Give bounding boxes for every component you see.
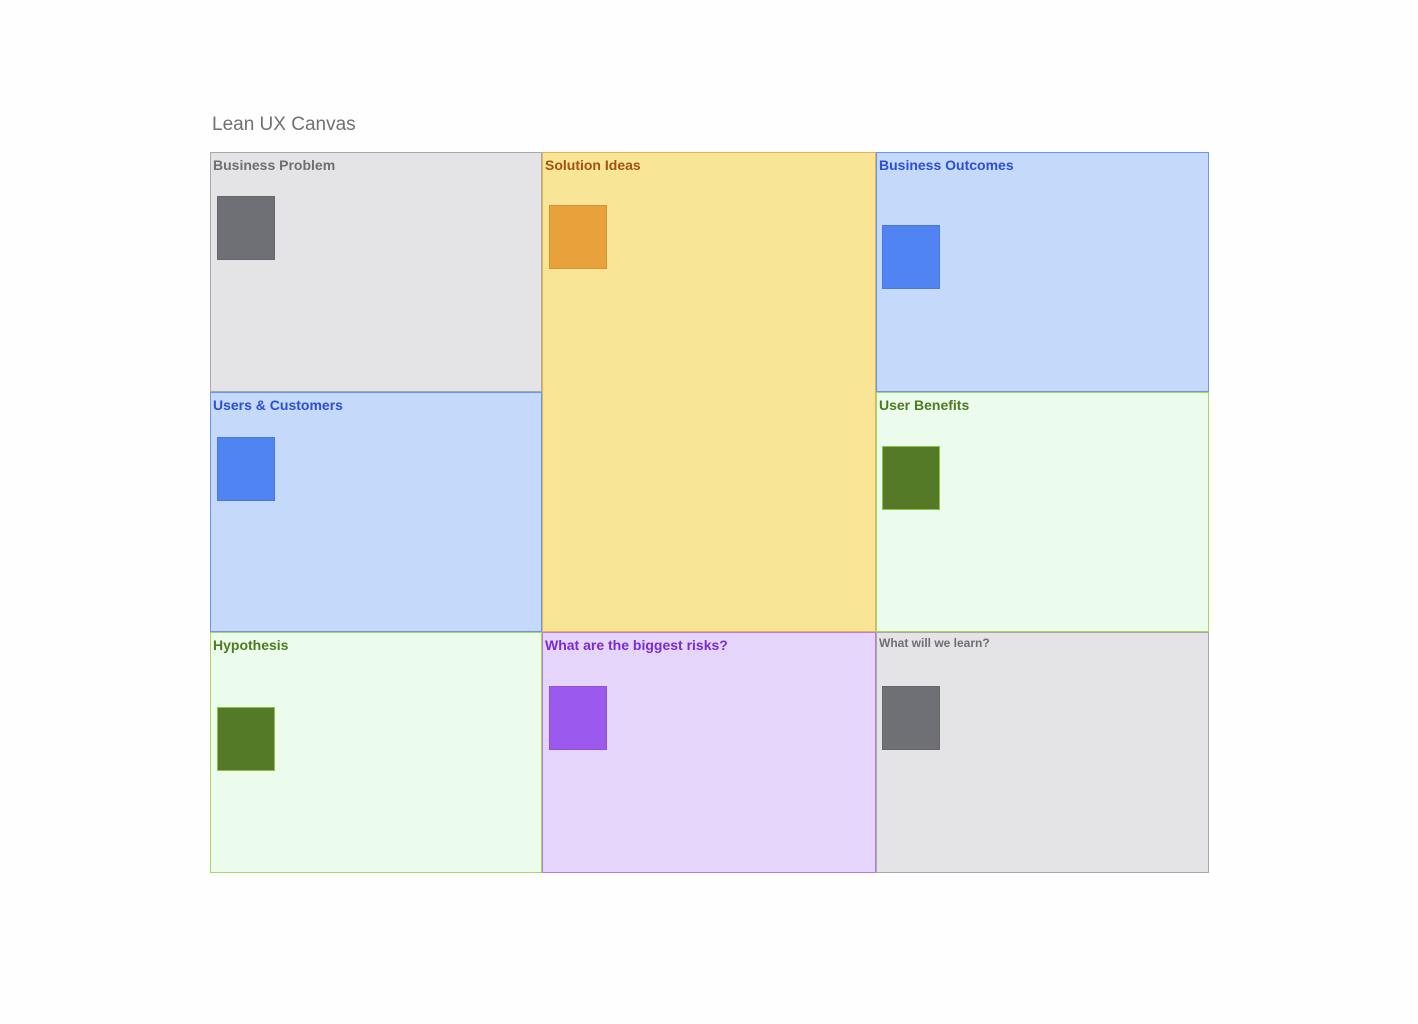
cell-label: Business Problem <box>213 157 336 173</box>
cell-label: Hypothesis <box>213 637 289 653</box>
cell-label: Users & Customers <box>213 397 343 413</box>
cell-user-benefits[interactable]: User Benefits <box>876 392 1209 632</box>
cell-label: User Benefits <box>879 397 970 413</box>
sticky-note[interactable] <box>882 225 940 289</box>
cell-business-problem[interactable]: Business Problem <box>210 152 542 392</box>
cell-label: Solution Ideas <box>545 157 641 173</box>
cell-label: What will we learn? <box>879 636 990 650</box>
sticky-note[interactable] <box>549 205 607 269</box>
cell-business-outcomes[interactable]: Business Outcomes <box>876 152 1209 392</box>
cell-what-will-we-learn[interactable]: What will we learn? <box>876 632 1209 873</box>
cell-hypothesis[interactable]: Hypothesis <box>210 632 542 873</box>
cell-users-customers[interactable]: Users & Customers <box>210 392 542 632</box>
sticky-note[interactable] <box>882 446 940 510</box>
cell-biggest-risks[interactable]: What are the biggest risks? <box>542 632 876 873</box>
sticky-note[interactable] <box>217 707 275 771</box>
sticky-note[interactable] <box>217 437 275 501</box>
sticky-note[interactable] <box>882 686 940 750</box>
sticky-note[interactable] <box>217 196 275 260</box>
sticky-note[interactable] <box>549 686 607 750</box>
cell-label: What are the biggest risks? <box>545 637 728 653</box>
cell-label: Business Outcomes <box>879 157 1014 173</box>
canvas-title: Lean UX Canvas <box>212 114 356 135</box>
cell-solution-ideas[interactable]: Solution Ideas <box>542 152 876 632</box>
